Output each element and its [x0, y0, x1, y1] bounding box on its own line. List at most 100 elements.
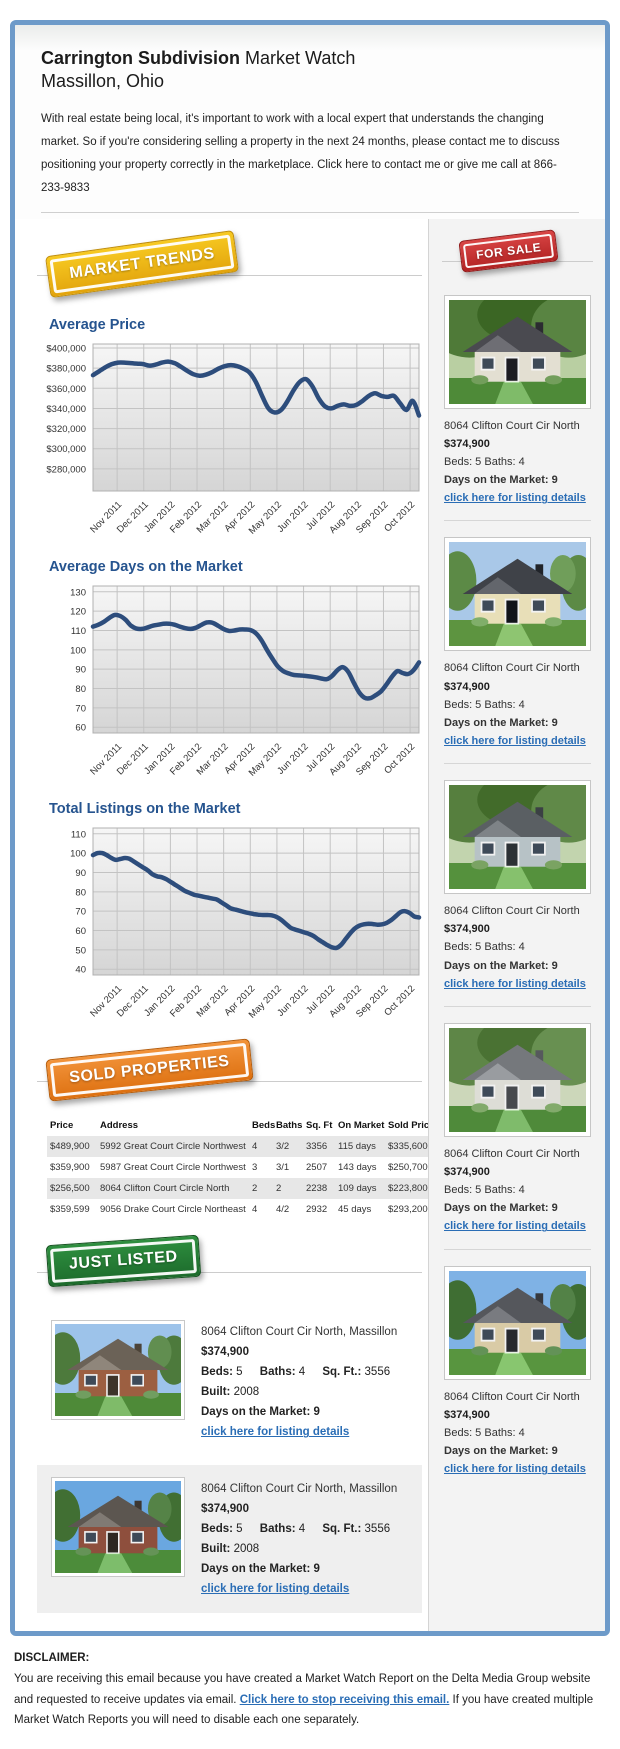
sqft-label: Sq. Ft.:	[322, 1366, 362, 1379]
cell-beds: 3	[252, 1161, 258, 1173]
column-header: Price	[50, 1119, 74, 1131]
svg-text:$360,000: $360,000	[46, 384, 86, 395]
beds-value: 5	[236, 1366, 243, 1379]
listing-address: 8064 Clifton Court Cir North	[444, 1147, 580, 1160]
listing-details-link[interactable]: click here for listing details	[444, 977, 586, 990]
days-on-market: Days on the Market: 9	[201, 1402, 410, 1422]
cell-sold-price: $293,200	[388, 1203, 428, 1215]
cell-price: $359,599	[50, 1203, 90, 1215]
cell-address: 8064 Clifton Court Circle North	[97, 1177, 249, 1199]
svg-text:40: 40	[75, 964, 86, 975]
listing-details-link[interactable]: click here for listing details	[444, 1463, 586, 1476]
listing-details-link[interactable]: click here for listing details	[444, 492, 586, 505]
listing-photo[interactable]	[444, 1265, 591, 1380]
days-on-market: Days on the Market: 9	[444, 474, 558, 487]
svg-text:90: 90	[75, 664, 86, 675]
listing-details-link[interactable]: click here for listing details	[201, 1583, 350, 1596]
svg-text:90: 90	[75, 868, 86, 879]
cell-sqft: 2238	[303, 1177, 335, 1199]
listing-photo[interactable]	[444, 780, 591, 895]
listing-price: $374,900	[444, 923, 490, 936]
svg-text:120: 120	[70, 606, 86, 617]
beds-label: Beds:	[201, 1366, 233, 1379]
for-sale-badge: FOR SALE	[458, 228, 560, 273]
svg-text:60: 60	[75, 722, 86, 733]
sold-properties-badge-label: SOLD PROPERTIES	[49, 1042, 250, 1097]
listing-price: $374,900	[444, 1166, 490, 1179]
listing-specs: Beds: 5 Baths: 4 Sq. Ft.: 3556 Built: 20…	[201, 1519, 410, 1559]
intro-paragraph: With real estate being local, it's impor…	[41, 112, 560, 194]
listing-details-link[interactable]: click here for listing details	[444, 1220, 586, 1233]
cell-on-market: 143 days	[338, 1161, 377, 1173]
baths-value: 4	[298, 1522, 306, 1535]
sqft-label: Sq. Ft.:	[322, 1522, 362, 1535]
cell-baths: 2	[273, 1177, 303, 1199]
listing-details-link[interactable]: click here for listing details	[201, 1426, 350, 1439]
for-sale-listing-card: 8064 Clifton Court Cir North $374,900 Be…	[444, 537, 591, 765]
table-row: $256,500 8064 Clifton Court Circle North…	[47, 1177, 437, 1199]
svg-text:110: 110	[71, 626, 86, 637]
average-price-chart: Nov 2011 Dec 2011 Jan 2012 Feb 2012 Mar 2012…	[37, 339, 422, 545]
just-listed-item: 8064 Clifton Court Cir North, Massillon …	[37, 1308, 422, 1457]
cell-sold-price: $250,700	[388, 1161, 428, 1173]
listing-address: 8064 Clifton Court Cir North	[444, 905, 580, 918]
table-header-row: Price Address Beds Baths Sq. Ft On Marke…	[47, 1115, 437, 1136]
cell-baths: 3/1	[276, 1161, 290, 1173]
listing-photo[interactable]	[51, 1319, 185, 1420]
sold-properties-section-header: SOLD PROPERTIES	[37, 1038, 422, 1109]
for-sale-listing-card: 8064 Clifton Court Cir North $374,900 Be…	[444, 780, 591, 1007]
svg-text:$380,000: $380,000	[46, 363, 86, 374]
for-sale-listing-card: 8064 Clifton Court Cir North $374,900 Be…	[444, 1022, 591, 1250]
column-header: Sq. Ft	[306, 1119, 333, 1131]
listing-beds-baths: Beds: 5 Baths: 4	[444, 941, 525, 954]
listing-address: 8064 Clifton Court Cir North	[444, 419, 580, 432]
report-location: Massillon, Ohio	[41, 71, 165, 92]
listing-price: $374,900	[444, 680, 490, 693]
days-on-market: Days on the Market: 9	[444, 1202, 558, 1215]
svg-text:$280,000: $280,000	[46, 464, 86, 475]
built-value: 2008	[233, 1542, 260, 1555]
svg-text:50: 50	[75, 945, 86, 956]
days-on-market: Days on the Market: 9	[444, 959, 558, 972]
cell-price: $359,900	[50, 1161, 90, 1173]
table-row: $359,900 5987 Great Court Circle Northwe…	[47, 1157, 437, 1178]
chart-title-total-listings: Total Listings on the Market	[49, 800, 241, 817]
days-on-market: Days on the Market: 9	[444, 1445, 558, 1458]
svg-text:80: 80	[75, 684, 86, 695]
card-divider	[444, 1005, 591, 1007]
listing-details-link[interactable]: click here for listing details	[444, 735, 586, 748]
section-rule	[37, 1271, 422, 1273]
disclaimer: DISCLAIMER: You are receiving this email…	[14, 1648, 606, 1731]
market-trends-badge-label: MARKET TRENDS	[49, 234, 235, 294]
sqft-value: 3556	[364, 1522, 391, 1535]
days-value: 9	[313, 1563, 320, 1576]
market-trends-badge: MARKET TRENDS	[45, 229, 240, 298]
listing-address: 8064 Clifton Court Cir North	[444, 662, 580, 675]
listing-photo[interactable]	[51, 1476, 185, 1577]
just-listed-item: 8064 Clifton Court Cir North, Massillon …	[37, 1464, 422, 1614]
card-divider	[444, 763, 591, 765]
listing-photo[interactable]	[444, 1022, 591, 1137]
just-listed-badge-label: JUST LISTED	[49, 1238, 197, 1283]
baths-value: 4	[298, 1366, 306, 1379]
column-header: Baths	[276, 1119, 303, 1131]
column-header: Sold Price	[388, 1119, 435, 1131]
card-divider	[444, 520, 591, 522]
header-divider	[41, 211, 579, 213]
table-row: $359,599 9056 Drake Court Circle Northea…	[47, 1199, 437, 1220]
svg-text:110: 110	[71, 829, 86, 840]
unsubscribe-link[interactable]: Click here to stop receiving this email.	[239, 1693, 450, 1706]
cell-sold-price: $335,600	[385, 1135, 437, 1157]
cell-on-market: 115 days	[335, 1135, 385, 1157]
cell-on-market: 109 days	[335, 1177, 385, 1199]
listing-photo[interactable]	[444, 537, 591, 652]
total-listings-chart: Nov 2011 Dec 2011 Jan 2012 Feb 2012 Mar 2012…	[37, 823, 422, 1029]
for-sale-section-header: FOR SALE	[442, 228, 593, 281]
sqft-value: 3556	[364, 1366, 391, 1379]
listing-address: 8064 Clifton Court Cir North, Massillon	[201, 1325, 398, 1338]
just-listed-badge: JUST LISTED	[45, 1234, 202, 1288]
svg-text:70: 70	[75, 906, 86, 917]
listing-photo[interactable]	[444, 294, 591, 409]
email-frame: Carrington Subdivision Market Watch Mass…	[10, 20, 610, 1637]
card-divider	[444, 1248, 591, 1250]
